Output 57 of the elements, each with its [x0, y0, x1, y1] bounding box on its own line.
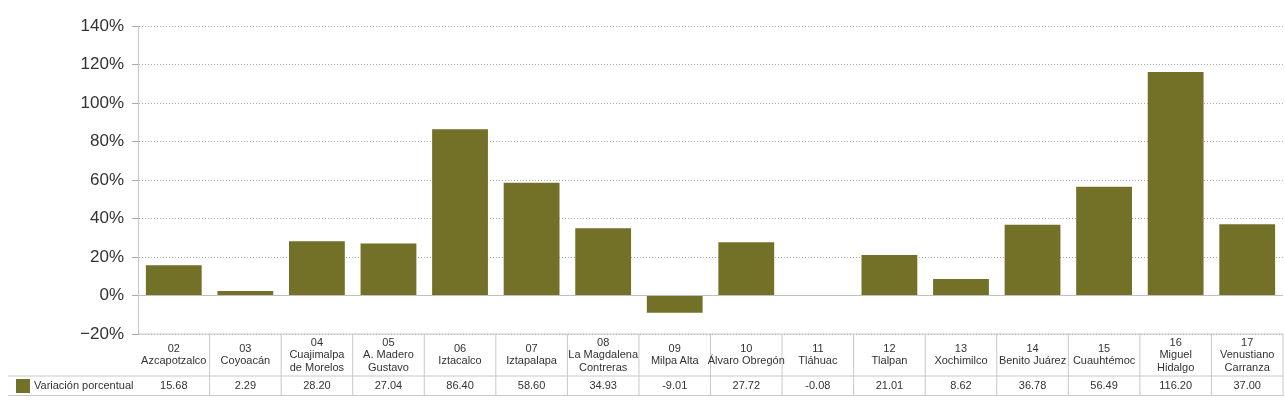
bar	[646, 296, 703, 313]
x-tick-label: 11 Tláhuac	[798, 341, 838, 367]
x-tick-label: 08 La Magdalena Contreras	[568, 335, 639, 373]
x-tick-label: 12 Tlalpan	[871, 341, 908, 367]
bar	[145, 265, 202, 296]
data-label: 86.40	[446, 379, 474, 392]
bar	[933, 278, 989, 296]
x-tick-label: 15 Cuauhtémoc	[1072, 341, 1136, 367]
data-label: 36.78	[1018, 379, 1047, 392]
x-tick-label: 07 Iztapalapa	[506, 341, 558, 367]
data-label: 28.20	[303, 379, 331, 392]
data-label: -0.08	[805, 379, 831, 392]
y-tick-label: 80%	[89, 131, 124, 151]
x-tick-label: 05 A. Madero Gustavo	[363, 335, 414, 373]
bar	[503, 182, 560, 296]
y-tick-label: 140%	[80, 15, 124, 35]
y-tick-label: 100%	[80, 92, 124, 112]
bar	[861, 255, 918, 296]
x-tick-label: 13 Xochimilco	[934, 341, 988, 367]
bar	[1219, 224, 1276, 296]
y-tick-label: 120%	[80, 54, 124, 74]
x-tick-label: 02 Azcapotzalco	[141, 341, 207, 367]
bar	[1147, 71, 1204, 296]
data-label: 15.68	[160, 379, 188, 392]
y-tick-label: 60%	[89, 169, 124, 189]
y-tick-label: 20%	[89, 246, 124, 266]
y-tick-label: 40%	[89, 208, 124, 228]
x-tick-label: 06 Iztacalco	[438, 341, 482, 367]
x-tick-label: 10 Álvaro Obregón	[707, 341, 785, 367]
bar	[432, 129, 488, 296]
bar	[1004, 224, 1061, 296]
x-tick-label: 17 Venustiano Carranza	[1220, 335, 1275, 373]
bar	[289, 241, 345, 296]
bar	[575, 228, 632, 296]
x-tick-label: 03 Coyoacán	[220, 341, 271, 367]
data-label: 56.49	[1090, 379, 1118, 392]
x-tick-label: 04 Cuajimalpa de Morelos	[289, 335, 346, 373]
data-label: 21.01	[875, 379, 904, 392]
x-tick-label: 14 Benito Juárez	[998, 341, 1067, 367]
y-tick-label: −20%	[80, 323, 124, 343]
data-label: 27.04	[374, 379, 403, 392]
data-label: 2.29	[234, 379, 257, 392]
data-label: 8.62	[950, 379, 972, 392]
data-label: 37.00	[1233, 379, 1261, 392]
data-label: 34.93	[589, 379, 617, 392]
data-label: 116.20	[1159, 379, 1193, 392]
x-tick-label: 16 Miguel Hidalgo	[1157, 335, 1195, 373]
data-label: 58.60	[517, 379, 546, 392]
bar	[718, 242, 775, 296]
bar	[360, 243, 417, 296]
bar	[217, 291, 274, 296]
data-label: 27.72	[732, 379, 761, 392]
x-tick-label: 09 Milpa Alta	[650, 341, 700, 367]
y-tick-label: 0%	[99, 285, 124, 305]
bar	[1076, 186, 1132, 296]
data-label: -9.01	[662, 379, 688, 392]
legend-label: Variación porcentual	[34, 379, 134, 392]
